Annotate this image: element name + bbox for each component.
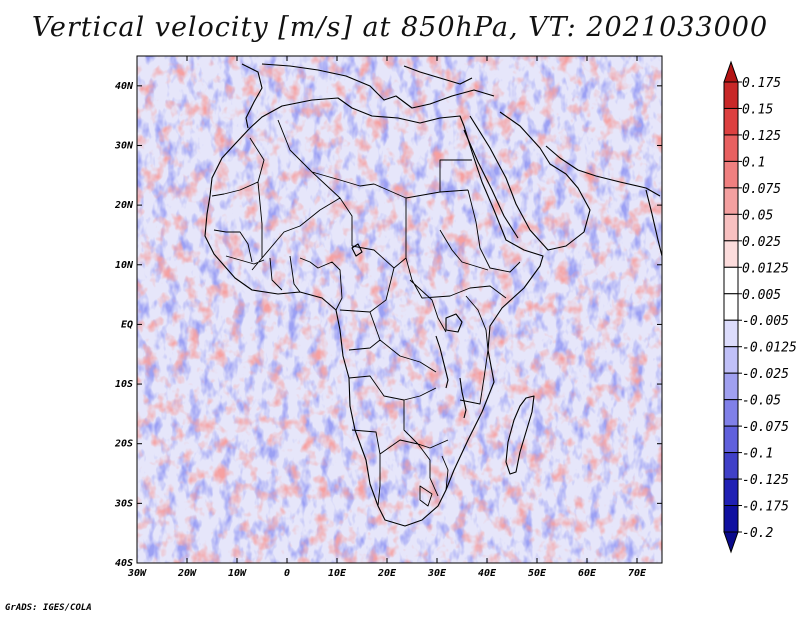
colorbar-swatch: [723, 213, 739, 242]
arabia-coastline: [469, 111, 591, 251]
colorbar-top-arrow: [723, 60, 739, 83]
chart-title: Vertical velocity [m/s] at 850hPa, VT: 2…: [31, 12, 769, 43]
colorbar-swatch: [723, 505, 739, 533]
lat-tick-label: EQ: [121, 319, 133, 330]
colorbar-swatch: [723, 372, 739, 401]
colorbar-label: 0.125: [742, 129, 781, 144]
madagascar-coastline: [505, 395, 535, 475]
colorbar-label: 0.05: [742, 208, 773, 223]
colorbar-label: -0.025: [742, 367, 789, 382]
colorbar-swatch: [723, 187, 739, 215]
colorbar-label: -0.175: [742, 500, 789, 515]
colorbar-label: -0.05: [742, 394, 781, 409]
india-coastline: [645, 189, 662, 257]
lake-chad: [351, 243, 363, 257]
lon-tick-label: 0: [284, 568, 290, 579]
lon-tick-label: 20W: [177, 568, 197, 579]
lat-tick-label: 40S: [115, 558, 133, 569]
colorbar-swatch: [723, 452, 739, 480]
lat-tick-label: 10N: [115, 260, 134, 271]
colorbar-swatch: [723, 160, 739, 189]
credit-text: GrADS: IGES/COLA: [5, 603, 92, 613]
colorbar-swatch: [723, 346, 739, 374]
colorbar-label: 0.175: [742, 76, 781, 91]
latitude-axis: 40N 30N 20N 10N EQ 10S 20S 30S 40S: [114, 81, 662, 569]
map-area: [137, 56, 662, 563]
lat-tick-label: 30S: [114, 498, 133, 509]
colorbar-swatch: [723, 319, 739, 348]
africa-coastline: [204, 97, 544, 527]
persian-gulf-coastline: [545, 145, 661, 197]
lon-tick-label: 10E: [328, 568, 347, 579]
colorbar-swatch: [723, 478, 739, 507]
colorbar-label: -0.1: [742, 447, 773, 462]
lon-tick-label: 50E: [528, 568, 547, 579]
colorbar-label: -0.0125: [742, 341, 797, 356]
colorbar-label: 0.1: [742, 155, 765, 170]
lat-tick-label: 40N: [115, 81, 134, 92]
lon-tick-label: 20E: [377, 568, 397, 579]
colorbar-label: 0.0125: [742, 261, 789, 276]
colorbar-bottom-arrow: [723, 531, 739, 554]
lon-tick-label: 60E: [578, 568, 597, 579]
europe-coastline: [241, 63, 495, 129]
country-borders: [211, 119, 521, 507]
colorbar-swatch: [723, 81, 739, 109]
lon-tick-label: 30W: [127, 568, 147, 579]
longitude-axis: 30W 20W 10W 0 10E 20E 30E 40E 50E 60E 70E: [127, 56, 647, 579]
red-sea-coastline: [463, 129, 519, 239]
colorbar-label: 0.025: [742, 235, 781, 250]
lat-tick-label: 20S: [114, 439, 133, 450]
lake-tanganyika: [435, 335, 449, 389]
colorbar-swatch: [723, 399, 739, 427]
colorbar: 0.175 0.15 0.125 0.1 0.075 0.05 0.025 0.0125 0.0…: [723, 60, 797, 554]
colorbar-swatch: [723, 425, 739, 454]
colorbar-swatch: [723, 266, 739, 295]
lat-tick-label: 30N: [114, 140, 134, 151]
colorbar-swatch: [723, 293, 739, 321]
rising-motion-field: [137, 56, 662, 563]
colorbar-label: -0.005: [742, 314, 789, 329]
lat-tick-label: 20N: [114, 200, 134, 211]
colorbar-swatch: [723, 240, 739, 268]
lake-victoria: [445, 313, 463, 333]
colorbar-label: -0.125: [742, 473, 789, 488]
lon-tick-label: 30E: [427, 568, 447, 579]
colorbar-label: 0.005: [742, 288, 781, 303]
colorbar-swatch: [723, 134, 739, 162]
lon-tick-label: 40E: [478, 568, 497, 579]
colorbar-label: -0.075: [742, 420, 789, 435]
lat-tick-label: 10S: [115, 379, 133, 390]
colorbar-label: 0.15: [742, 102, 773, 117]
lon-tick-label: 10W: [228, 568, 247, 579]
map-frame: [136, 55, 663, 564]
colorbar-swatch: [723, 107, 739, 136]
colorbar-label: 0.075: [742, 182, 781, 197]
lon-tick-label: 70E: [628, 568, 647, 579]
colorbar-label: -0.2: [742, 526, 773, 541]
